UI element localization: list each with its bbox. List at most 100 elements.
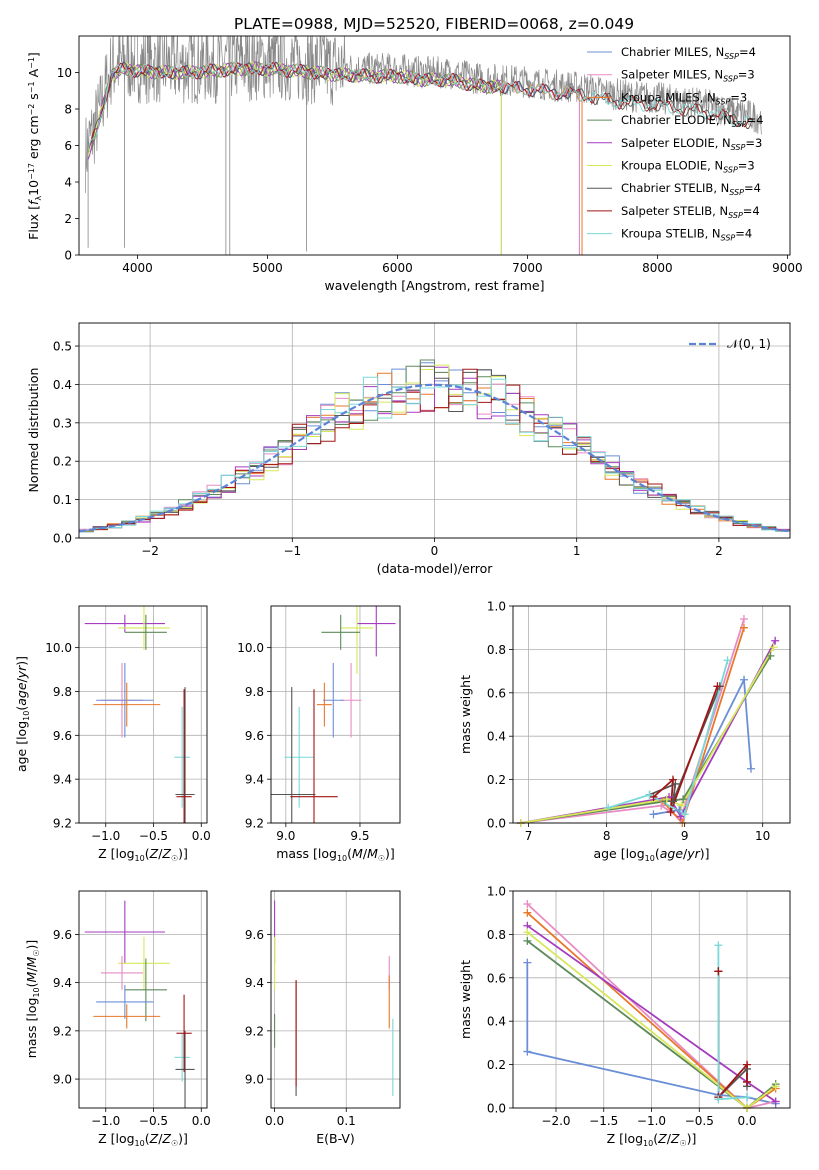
residuals-plot-area: [79, 359, 790, 533]
age_vs_Z-plot-area: [84, 606, 195, 823]
weight-marker: [666, 808, 675, 817]
age_vs_mass-panel: 9.0 9.5 9.2 9.4 9.6 9.8 10.0 mass [log10(M/M☉)]: [237, 605, 401, 863]
weight-marker: [604, 803, 613, 812]
weight-marker: [668, 797, 677, 806]
x-axis-label: (data-model)/error: [377, 561, 494, 576]
y-tick-label: 0.2: [53, 455, 72, 469]
x-tick-label: 0.1: [337, 1114, 356, 1128]
y-tick-label: 0.8: [487, 928, 506, 942]
weight-marker: [771, 1082, 780, 1091]
y-tick-label: 9.6: [245, 729, 264, 743]
y-tick-label: 0.6: [487, 971, 506, 985]
x-tick-label: −1.0: [91, 829, 120, 843]
spectrum-plot-area: [85, 36, 762, 255]
y-tick-label: 0.0: [487, 1102, 506, 1116]
weight-marker: [523, 958, 532, 967]
y-tick-label: 9.8: [245, 685, 264, 699]
weight-marker: [679, 795, 688, 804]
x-tick-label: −2.0: [541, 1114, 570, 1128]
weight-marker: [771, 636, 780, 645]
weight_vs_Z-panel: −2.0 −1.5 −1.0 −0.5 0.0 0.0 0.2 0.4 0.6 0.8 1.0 Z […: [458, 885, 791, 1148]
legend-entry: Salpeter STELIB, NSSP=4: [621, 204, 760, 220]
weight-marker: [523, 928, 532, 937]
x-tick-label: 5000: [252, 261, 283, 275]
y-tick-label: 0.0: [53, 532, 72, 546]
axes-frame: [270, 890, 401, 1109]
y-tick-label: 9.6: [53, 928, 72, 942]
x-tick-label: 9.0: [276, 829, 295, 843]
weight-marker: [671, 779, 680, 788]
x-tick-label: −0.5: [685, 1114, 714, 1128]
x-tick-label: 7000: [512, 261, 543, 275]
x-tick-label: 6000: [382, 261, 413, 275]
x-tick-label: 0.0: [737, 1114, 756, 1128]
x-tick-label: 2: [715, 544, 723, 558]
y-tick-label: 9.2: [245, 817, 264, 831]
x-tick-label: −0.5: [139, 829, 168, 843]
legend-entry: 𝒩(0, 1): [727, 337, 771, 351]
y-tick-label: 9.4: [245, 773, 264, 787]
age_vs_Z-panel: −1.0 −0.5 0.0 9.2 9.4 9.6 9.8 10.0 Z [log10(Z/Z☉…: [14, 605, 211, 863]
x-tick-label: −2: [141, 544, 159, 558]
y-tick-label: 0.8: [487, 643, 506, 657]
weight-marker: [662, 795, 671, 804]
x-tick-label: 4000: [122, 261, 153, 275]
weight-marker: [739, 675, 748, 684]
mass_vs_Z-plot-area: [84, 900, 195, 1108]
y-axis-label: mass weight: [458, 675, 473, 754]
axes-frame: [512, 605, 791, 824]
legend-entry: Chabrier MILES, NSSP=4: [621, 45, 756, 61]
y-tick-label: 4: [64, 176, 72, 190]
y-tick-label: 1.0: [487, 885, 506, 899]
weight-line-kroupa-elodie: [526, 931, 777, 1108]
mass_vs_Z-panel: −1.0 −0.5 0.0 9.0 9.2 9.4 9.6 Z [log10(Z/Z☉)] ma…: [24, 890, 211, 1148]
y-tick-label: 10: [57, 66, 72, 80]
axis-label: Z [log10(Z/Z☉)]: [607, 1131, 697, 1148]
weight-marker: [743, 1077, 752, 1086]
y-tick-label: 9.4: [53, 773, 72, 787]
x-tick-label: 10: [755, 829, 770, 843]
axis-label: Z [log10(Z/Z☉)]: [98, 1131, 188, 1148]
y-tick-label: 1.0: [487, 600, 506, 614]
legend-entry: Kroupa ELODIE, NSSP=3: [621, 159, 755, 175]
weight-marker: [739, 623, 748, 632]
x-tick-label: 7: [525, 829, 533, 843]
legend-entry: Salpeter MILES, NSSP=3: [621, 68, 755, 84]
weight-line-salpeter-stelib: [652, 685, 719, 813]
y-tick-label: 9.8: [53, 685, 72, 699]
weight-marker: [645, 790, 654, 799]
y-tick-label: 9.2: [53, 1024, 72, 1038]
x-tick-label: 0.0: [192, 1114, 211, 1128]
legend-entry: Kroupa MILES, NSSP=3: [621, 90, 747, 106]
residuals-panel: −2 −1 0 1 2 0.0 0.1 0.2 0.3 0.4 0.5 (data-model)/er…: [26, 322, 791, 576]
y-axis-label: Flux [fλ10−17 erg cm−2 s−1 A−1]: [26, 52, 43, 240]
histogram-salpeter-elodie: [79, 366, 790, 531]
x-tick-label: 9: [681, 829, 689, 843]
weight-marker: [769, 643, 778, 652]
weight-marker: [743, 1060, 752, 1069]
weight-marker: [746, 764, 755, 773]
y-tick-label: 0.6: [487, 686, 506, 700]
y-tick-label: 0.0: [487, 817, 506, 831]
legend-entry: Chabrier STELIB, NSSP=4: [621, 181, 761, 197]
x-tick-label: 8: [603, 829, 611, 843]
weight-marker: [714, 941, 723, 950]
observed-spectrum-line: [85, 36, 762, 193]
y-tick-label: 0.1: [53, 493, 72, 507]
x-tick-label: −1.0: [637, 1114, 666, 1128]
axis-label: age [log10(age/yr)]: [14, 656, 31, 772]
x-tick-label: −1: [283, 544, 301, 558]
weight-line-salpeter-miles: [526, 903, 776, 1108]
model-spectrum-kroupa-elodie: [87, 61, 502, 157]
x-axis-label: wavelength [Angstrom, rest frame]: [324, 278, 544, 293]
y-tick-label: 0.4: [487, 730, 506, 744]
weight-marker: [523, 1047, 532, 1056]
axes-frame: [78, 322, 791, 539]
weight-marker: [657, 801, 666, 810]
y-tick-label: 9.0: [245, 1073, 264, 1087]
model-spectrum-salpeter-stelib: [87, 62, 755, 151]
weight-marker: [523, 900, 532, 909]
axes-frame: [270, 605, 401, 824]
